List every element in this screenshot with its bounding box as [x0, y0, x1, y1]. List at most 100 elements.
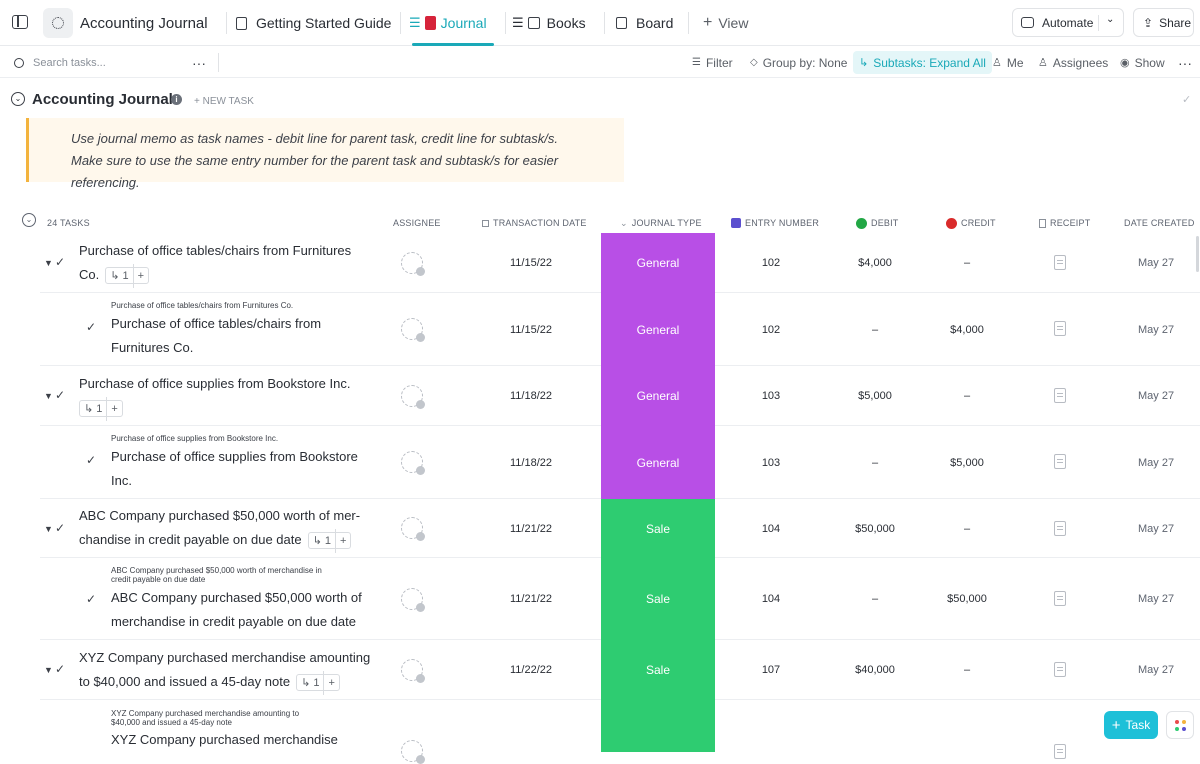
journal-type-badge[interactable]: General — [601, 426, 715, 499]
add-view-button[interactable]: + View — [703, 14, 749, 31]
assignee-avatar-icon[interactable] — [401, 659, 425, 683]
debit-amount[interactable]: $40,000 — [855, 664, 895, 676]
column-header-transaction-date[interactable]: TRANSACTION DATE — [482, 217, 587, 229]
transaction-date[interactable]: 11/21/22 — [509, 522, 552, 535]
debit-amount[interactable]: – — [871, 456, 879, 469]
check-icon[interactable]: ✓ — [86, 592, 97, 606]
check-icon[interactable]: ✓ — [55, 662, 66, 676]
more-icon[interactable]: ··· — [1178, 54, 1192, 71]
receipt-file-icon[interactable] — [1054, 662, 1066, 677]
journal-type-badge[interactable]: Sale — [601, 640, 715, 700]
subtask-count-chip[interactable]: ↳ 1 + — [79, 396, 123, 421]
entry-number[interactable]: 102 — [761, 323, 781, 336]
task-name[interactable]: ABC Company purchased $50,000 worth of m… — [111, 590, 362, 629]
expand-caret-icon[interactable]: ▼ — [44, 665, 53, 675]
collapse-section-icon[interactable]: ⌄ — [11, 92, 25, 106]
debit-amount[interactable]: $5,000 — [858, 390, 892, 402]
credit-amount[interactable]: $5,000 — [950, 456, 984, 469]
assignee-avatar-icon[interactable] — [401, 517, 425, 541]
table-row[interactable]: ▼ ✓ ABC Company purchased $50,000 worth … — [40, 499, 1200, 558]
check-icon[interactable]: ✓ — [1182, 94, 1192, 106]
credit-amount[interactable]: – — [963, 664, 971, 676]
assignee-avatar-icon[interactable] — [401, 451, 425, 475]
journal-type-badge[interactable]: Sale — [601, 499, 715, 558]
check-icon[interactable]: ✓ — [86, 320, 97, 334]
collapse-tasks-icon[interactable]: ⌄ — [22, 213, 36, 227]
table-row[interactable]: ABC Company purchased $50,000 worth of m… — [40, 558, 1200, 640]
add-subtask-icon[interactable]: + — [132, 263, 148, 288]
column-header-credit[interactable]: CREDIT — [946, 217, 996, 229]
entry-number[interactable]: 104 — [761, 593, 781, 605]
filter-button[interactable]: ☰ Filter — [692, 55, 733, 70]
journal-type-badge[interactable] — [601, 700, 715, 752]
add-task-button[interactable]: + Task — [1104, 711, 1158, 739]
table-row[interactable]: Purchase of office tables/chairs from Fu… — [40, 293, 1200, 366]
credit-amount[interactable]: – — [963, 257, 971, 269]
journal-type-badge[interactable]: General — [601, 233, 715, 293]
more-options-icon[interactable]: ··· — [192, 54, 206, 71]
table-row[interactable]: ▼ ✓ Purchase of office tables/chairs fro… — [40, 233, 1200, 293]
receipt-file-icon[interactable] — [1054, 454, 1066, 469]
transaction-date[interactable]: 11/15/22 — [509, 323, 552, 336]
new-task-button[interactable]: + NEW TASK — [194, 96, 254, 107]
table-row[interactable]: Purchase of office supplies from Booksto… — [40, 426, 1200, 499]
info-icon[interactable]: i — [171, 94, 182, 105]
assignee-avatar-icon[interactable] — [401, 252, 425, 276]
subtask-count-chip[interactable]: ↳ 1 + — [296, 670, 340, 695]
add-subtask-icon[interactable]: + — [323, 670, 338, 695]
journal-type-badge[interactable]: General — [601, 366, 715, 426]
column-header-debit[interactable]: DEBIT — [856, 217, 899, 229]
add-subtask-icon[interactable]: + — [335, 528, 350, 553]
check-icon[interactable]: ✓ — [55, 388, 66, 402]
show-button[interactable]: ◉ Show — [1120, 55, 1165, 70]
tab-board[interactable]: Board — [616, 0, 673, 46]
task-name[interactable]: XYZ Company purchased merchandise — [111, 732, 338, 747]
share-button[interactable]: ⇪ Share — [1133, 8, 1194, 37]
receipt-file-icon[interactable] — [1054, 591, 1066, 606]
debit-amount[interactable]: – — [871, 323, 879, 336]
entry-number[interactable]: 102 — [761, 257, 781, 269]
automate-button[interactable]: Automate ⌄ — [1012, 8, 1124, 37]
task-name[interactable]: Purchase of office supplies from Booksto… — [79, 372, 369, 421]
transaction-date[interactable]: 11/18/22 — [509, 390, 552, 402]
credit-amount[interactable]: – — [963, 390, 971, 402]
column-header-receipt[interactable]: RECEIPT — [1039, 217, 1090, 229]
sidebar-toggle-icon[interactable] — [12, 15, 28, 29]
credit-amount[interactable]: $50,000 — [947, 593, 987, 605]
transaction-date[interactable]: 11/18/22 — [509, 456, 552, 469]
tab-books[interactable]: ☰ Books — [512, 0, 586, 46]
me-filter-button[interactable]: ♙ Me — [992, 55, 1024, 70]
receipt-file-icon[interactable] — [1054, 521, 1066, 536]
scrollbar[interactable] — [1196, 236, 1199, 272]
check-icon[interactable]: ✓ — [86, 453, 97, 467]
entry-number[interactable]: 103 — [761, 390, 781, 402]
receipt-file-icon[interactable] — [1054, 388, 1066, 403]
transaction-date[interactable]: 11/22/22 — [509, 664, 552, 676]
task-name[interactable]: Purchase of office tables/chairs from Fu… — [111, 316, 322, 355]
subtask-count-chip[interactable]: ↳ 1 + — [105, 263, 150, 288]
add-subtask-icon[interactable]: + — [106, 396, 121, 421]
assignees-button[interactable]: ♙ Assignees — [1038, 55, 1109, 70]
entry-number[interactable]: 104 — [761, 522, 781, 535]
column-header-journal-type[interactable]: ⌄ JOURNAL TYPE — [620, 217, 702, 229]
journal-type-badge[interactable]: Sale — [601, 558, 715, 640]
assignee-avatar-icon[interactable] — [401, 318, 425, 342]
debit-amount[interactable]: $50,000 — [855, 522, 895, 535]
task-name[interactable]: Purchase of office supplies from Booksto… — [111, 449, 358, 488]
apps-grid-icon[interactable] — [1166, 711, 1194, 739]
assignee-avatar-icon[interactable] — [401, 588, 425, 612]
receipt-file-icon[interactable] — [1054, 321, 1066, 336]
workspace-icon[interactable] — [43, 8, 73, 38]
subtask-count-chip[interactable]: ↳ 1 + — [307, 528, 352, 553]
task-name[interactable]: Purchase of office tables/chairs from Fu… — [79, 239, 359, 288]
check-icon[interactable]: ✓ — [55, 521, 66, 535]
credit-amount[interactable]: $4,000 — [950, 323, 984, 336]
credit-amount[interactable]: – — [963, 522, 971, 535]
entry-number[interactable]: 103 — [761, 456, 781, 469]
search-input[interactable]: Search tasks... — [33, 56, 106, 69]
expand-caret-icon[interactable]: ▼ — [44, 524, 53, 534]
task-name[interactable]: XYZ Company purchased merchandise amount… — [79, 646, 379, 695]
task-name[interactable]: ABC Company purchased $50,000 worth of m… — [79, 504, 379, 553]
tab-getting-started[interactable]: Getting Started Guide — [236, 0, 391, 46]
tab-journal[interactable]: ☰ Journal — [409, 0, 487, 46]
